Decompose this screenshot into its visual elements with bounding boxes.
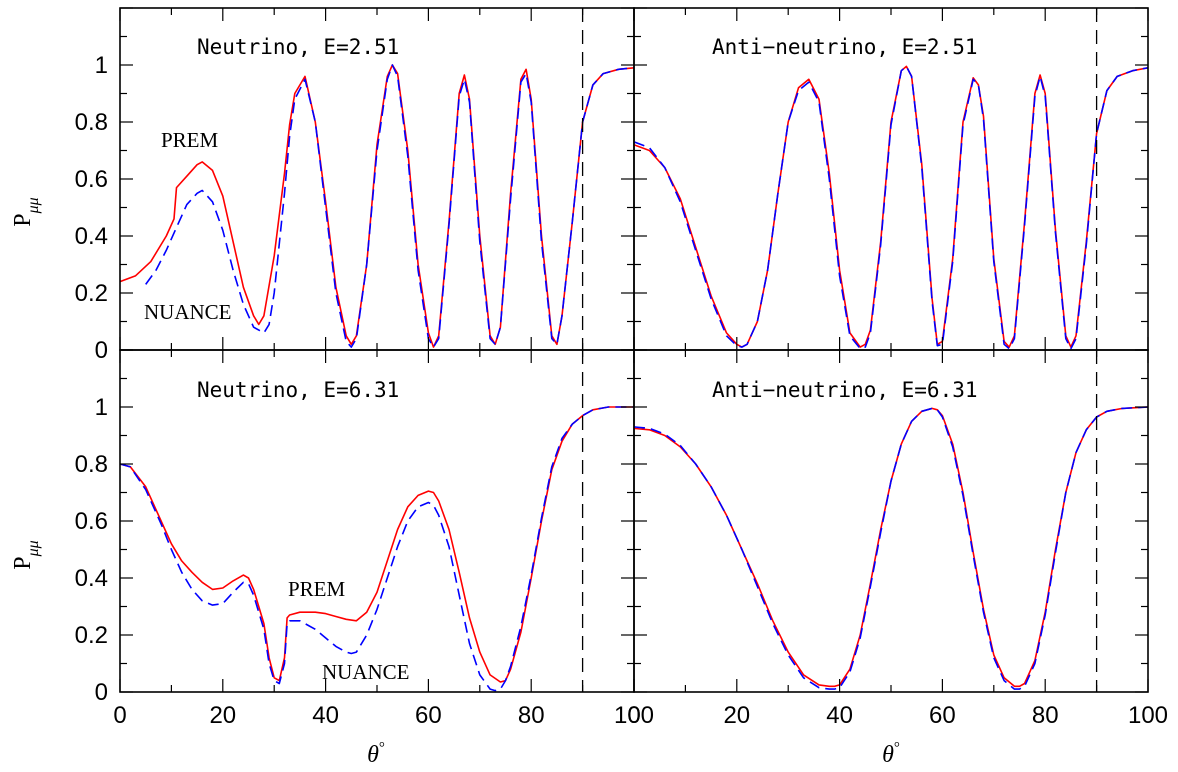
y-tick-label-2-0.6: 0.6 [75, 508, 108, 535]
annotation-prem-bottom: PREM [288, 577, 346, 601]
y-tick-label-2-0.4: 0.4 [75, 565, 108, 592]
y-tick-label-0-1: 1 [95, 52, 108, 79]
x-tick-label-2-80: 80 [518, 702, 545, 729]
x-tick-label-3-100: 100 [1128, 702, 1168, 729]
y-axis-title-bottom: Pμμ [10, 540, 42, 569]
panel-title-neutrino-6-31: Neutrino, E=6.31 [197, 378, 399, 402]
y-tick-label-0-0.8: 0.8 [75, 109, 108, 136]
series-nuance-line-0 [145, 64, 635, 348]
x-tick-label-3-60: 60 [929, 702, 956, 729]
annotation-prem-top: PREM [161, 128, 219, 152]
y-tick-label-0-0.6: 0.6 [75, 166, 108, 193]
x-tick-label-2-100: 100 [614, 702, 654, 729]
plot-layer: 0 0.2 0.4 0.6 0.8 1 0 0.2 0.4 0.6 0.8 1 0 20 40 60 80 100… [75, 7, 1168, 729]
x-tick-label-2-0: 0 [113, 702, 126, 729]
y-tick-label-0-0.4: 0.4 [75, 223, 108, 250]
panel-title-neutrino-2-51: Neutrino, E=2.51 [197, 35, 399, 59]
panel-title-antineutrino-2-51: Anti−neutrino, E=2.51 [712, 35, 978, 59]
x-tick-label-3-80: 80 [1032, 702, 1059, 729]
x-tick-label-3-40: 40 [826, 702, 853, 729]
series-nuance-line-1 [633, 65, 1149, 350]
x-tick-label-2-40: 40 [312, 702, 339, 729]
series-nuance-line-3 [633, 406, 1149, 690]
annotation-nuance-bottom: NUANCE [322, 660, 410, 684]
series-prem-line-3 [633, 406, 1149, 688]
annotation-nuance-top: NUANCE [144, 300, 232, 324]
x-tick-label-3-20: 20 [723, 702, 750, 729]
y-tick-label-2-1: 1 [95, 394, 108, 421]
y-tick-label-0-0.2: 0.2 [75, 280, 108, 307]
y-tick-label-2-0.8: 0.8 [75, 451, 108, 478]
x-tick-label-3-0: 0 [627, 702, 640, 729]
panel-frame-0 [119, 7, 635, 351]
y-axis-title-top: Pμμ [10, 197, 42, 226]
text-layer: Neutrino, E=2.51 Anti−neutrino, E=2.51 N… [10, 35, 978, 768]
panel-title-antineutrino-6-31: Anti−neutrino, E=6.31 [712, 378, 978, 402]
y-tick-label-0-0: 0 [95, 337, 108, 364]
y-tick-label-2-0: 0 [95, 679, 108, 706]
y-tick-label-2-0.2: 0.2 [75, 622, 108, 649]
x-tick-label-2-20: 20 [209, 702, 236, 729]
series-nuance-line-2 [119, 406, 634, 692]
x-axis-title-left: θ° [367, 740, 385, 768]
panel-frame-3 [633, 349, 1149, 693]
x-axis-title-right: θ° [882, 740, 900, 768]
series-prem-line-0 [119, 64, 635, 348]
series-prem-line-1 [633, 65, 1149, 348]
series-prem-line-2 [119, 406, 634, 683]
x-tick-label-2-60: 60 [415, 702, 442, 729]
